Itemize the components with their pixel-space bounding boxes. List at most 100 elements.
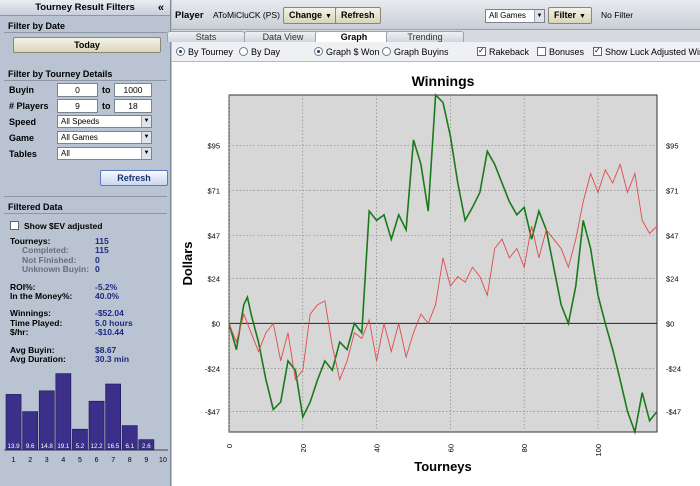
y-tick-label-right: -$47 bbox=[666, 407, 681, 416]
y-tick-label: $71 bbox=[207, 186, 220, 195]
y-tick-label-right: $0 bbox=[666, 319, 674, 328]
players-max-input[interactable]: 18 bbox=[114, 99, 152, 113]
stat-value: $8.67 bbox=[95, 344, 117, 355]
buyin-max-input[interactable]: 1000 bbox=[114, 83, 152, 97]
winnings-series-line bbox=[228, 93, 658, 436]
histogram-axis-label: 1 bbox=[12, 457, 16, 464]
y-tick-label: $47 bbox=[207, 231, 220, 240]
tables-label: Tables bbox=[9, 149, 37, 159]
by-tourney-label: By Tourney bbox=[188, 47, 233, 57]
by-day-radio[interactable] bbox=[239, 47, 248, 56]
y-tick-label-right: -$24 bbox=[666, 364, 681, 373]
y-axis-label: Dollars bbox=[180, 241, 195, 285]
x-tick-label: 100 bbox=[594, 444, 603, 457]
games-select[interactable]: All Games ▼ bbox=[485, 9, 545, 23]
plot-area bbox=[228, 94, 658, 433]
tables-select[interactable]: All ▼ bbox=[57, 147, 152, 160]
rakeback-label: Rakeback bbox=[489, 47, 530, 57]
filtered-data-title: Filtered Data bbox=[8, 202, 63, 212]
stat-label: Completed: bbox=[22, 245, 69, 256]
buyin-to-label: to bbox=[102, 85, 111, 95]
histogram-axis-label: 5 bbox=[78, 457, 82, 464]
histogram-bar bbox=[22, 411, 39, 451]
filter-button[interactable]: Filter ▼ bbox=[548, 7, 592, 24]
stat-value: -$52.04 bbox=[95, 308, 124, 319]
player-label: Player bbox=[175, 10, 204, 21]
chevron-down-icon: ▼ bbox=[325, 13, 332, 20]
chevron-down-icon[interactable]: ▼ bbox=[141, 148, 151, 159]
rakeback-checkbox[interactable] bbox=[477, 46, 486, 56]
x-tick-label: 60 bbox=[446, 444, 455, 452]
filters-panel-title: Tourney Result Filters bbox=[35, 2, 135, 13]
by-tourney-radio[interactable] bbox=[176, 47, 185, 56]
bonuses-checkbox[interactable] bbox=[537, 47, 546, 56]
speed-select[interactable]: All Speeds ▼ bbox=[57, 115, 152, 128]
stat-label: $/hr: bbox=[10, 327, 29, 338]
histogram-bar-label: 13.9 bbox=[8, 443, 21, 450]
tab-stats[interactable]: Stats bbox=[167, 31, 245, 42]
game-select[interactable]: All Games ▼ bbox=[57, 131, 152, 144]
tab-bar: Stats Data View Graph Trending bbox=[167, 30, 700, 43]
stat-value: 0 bbox=[95, 254, 100, 265]
histogram-bar bbox=[88, 400, 105, 451]
y-tick-label-right: $24 bbox=[666, 274, 679, 283]
players-min-input[interactable]: 9 bbox=[57, 99, 98, 113]
luck-adjusted-series-line bbox=[228, 162, 658, 382]
graph-won-label: Graph $ Won bbox=[326, 47, 380, 57]
collapse-icon[interactable]: « bbox=[157, 2, 164, 14]
refresh-button[interactable]: Refresh bbox=[100, 170, 168, 186]
histogram-axis-label: 2 bbox=[28, 457, 32, 464]
graph-buyins-radio[interactable] bbox=[382, 47, 391, 56]
y-tick-label: $0 bbox=[212, 319, 220, 328]
today-button[interactable]: Today bbox=[13, 37, 161, 53]
x-tick-label: 40 bbox=[373, 444, 382, 452]
chevron-down-icon[interactable]: ▼ bbox=[141, 116, 151, 127]
stat-label: Not Finished: bbox=[22, 254, 77, 265]
y-tick-label-right: $71 bbox=[666, 186, 679, 195]
stat-value: 40.0% bbox=[95, 291, 120, 301]
game-label: Game bbox=[9, 133, 35, 143]
histogram-bar-label: 2.6 bbox=[142, 443, 151, 450]
histogram-bar-label: 12.2 bbox=[91, 443, 104, 450]
y-tick-label-right: $47 bbox=[666, 231, 679, 240]
show-luck-label: Show Luck Adjusted Winnings bbox=[605, 47, 700, 57]
game-value: All Games bbox=[61, 133, 98, 142]
stat-label: Winnings: bbox=[10, 308, 51, 319]
stat-value: 30.3 min bbox=[95, 354, 130, 364]
histogram-bar-label: 14.8 bbox=[41, 443, 54, 450]
chart-title: Winnings bbox=[412, 73, 475, 89]
stat-value: -$10.44 bbox=[95, 327, 124, 338]
details-section-title: Filter by Tourney Details bbox=[8, 69, 113, 79]
chevron-down-icon[interactable]: ▼ bbox=[534, 10, 544, 22]
winnings-graph: Winnings Tourneys Dollars -$47 -$47 -$24 -$24 $… bbox=[172, 62, 700, 486]
filters-panel-header: Tourney Result Filters « bbox=[0, 0, 170, 16]
histogram-bar-label: 19.1 bbox=[57, 443, 70, 450]
games-value: All Games bbox=[489, 11, 526, 20]
change-label: Change bbox=[289, 10, 323, 20]
tab-trending[interactable]: Trending bbox=[386, 31, 464, 42]
x-axis-label: Tourneys bbox=[414, 459, 472, 474]
graph-buyins-label: Graph Buyins bbox=[394, 47, 449, 57]
change-button[interactable]: Change ▼ bbox=[283, 7, 338, 24]
toolbar-refresh-button[interactable]: Refresh bbox=[335, 7, 381, 24]
show-ev-checkbox[interactable] bbox=[10, 221, 19, 230]
histogram-bar bbox=[72, 428, 88, 451]
chevron-down-icon: ▼ bbox=[579, 13, 586, 20]
chevron-down-icon[interactable]: ▼ bbox=[141, 132, 151, 143]
filter-label: Filter bbox=[554, 10, 577, 20]
players-label: # Players bbox=[9, 101, 49, 111]
histogram-axis-label: 8 bbox=[128, 457, 132, 464]
stat-label: Time Played: bbox=[10, 317, 63, 328]
players-to-label: to bbox=[102, 101, 111, 111]
y-tick-label: $24 bbox=[207, 274, 220, 283]
graph-options: By Tourney By Day Graph $ Won Graph Buyi… bbox=[172, 42, 700, 62]
histogram-bar-label: 9.6 bbox=[26, 443, 35, 450]
tab-data-view[interactable]: Data View bbox=[244, 31, 322, 42]
y-tick-label: $95 bbox=[207, 142, 220, 151]
toolbar: Player AToMiCluCK (PS) Change ▼ Refresh A… bbox=[172, 0, 700, 30]
histogram-bar-label: 16.5 bbox=[107, 443, 120, 450]
histogram-axis-label: 10 bbox=[159, 457, 167, 464]
graph-won-radio[interactable] bbox=[314, 47, 323, 56]
show-luck-checkbox[interactable] bbox=[593, 46, 602, 56]
buyin-min-input[interactable]: 0 bbox=[57, 83, 98, 97]
